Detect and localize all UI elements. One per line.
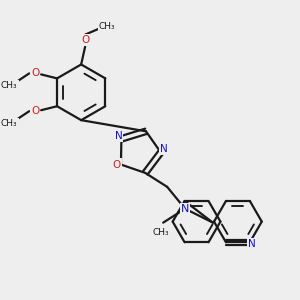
Text: CH₃: CH₃	[1, 118, 18, 127]
Text: O: O	[113, 160, 121, 170]
Text: N: N	[181, 204, 189, 214]
Text: CH₃: CH₃	[153, 228, 169, 237]
Text: O: O	[31, 106, 39, 116]
Text: CH₃: CH₃	[1, 81, 18, 90]
Text: O: O	[81, 34, 89, 45]
Text: N: N	[248, 239, 256, 249]
Text: O: O	[31, 68, 39, 78]
Text: CH₃: CH₃	[99, 22, 115, 31]
Text: N: N	[115, 131, 122, 141]
Text: N: N	[160, 144, 168, 154]
